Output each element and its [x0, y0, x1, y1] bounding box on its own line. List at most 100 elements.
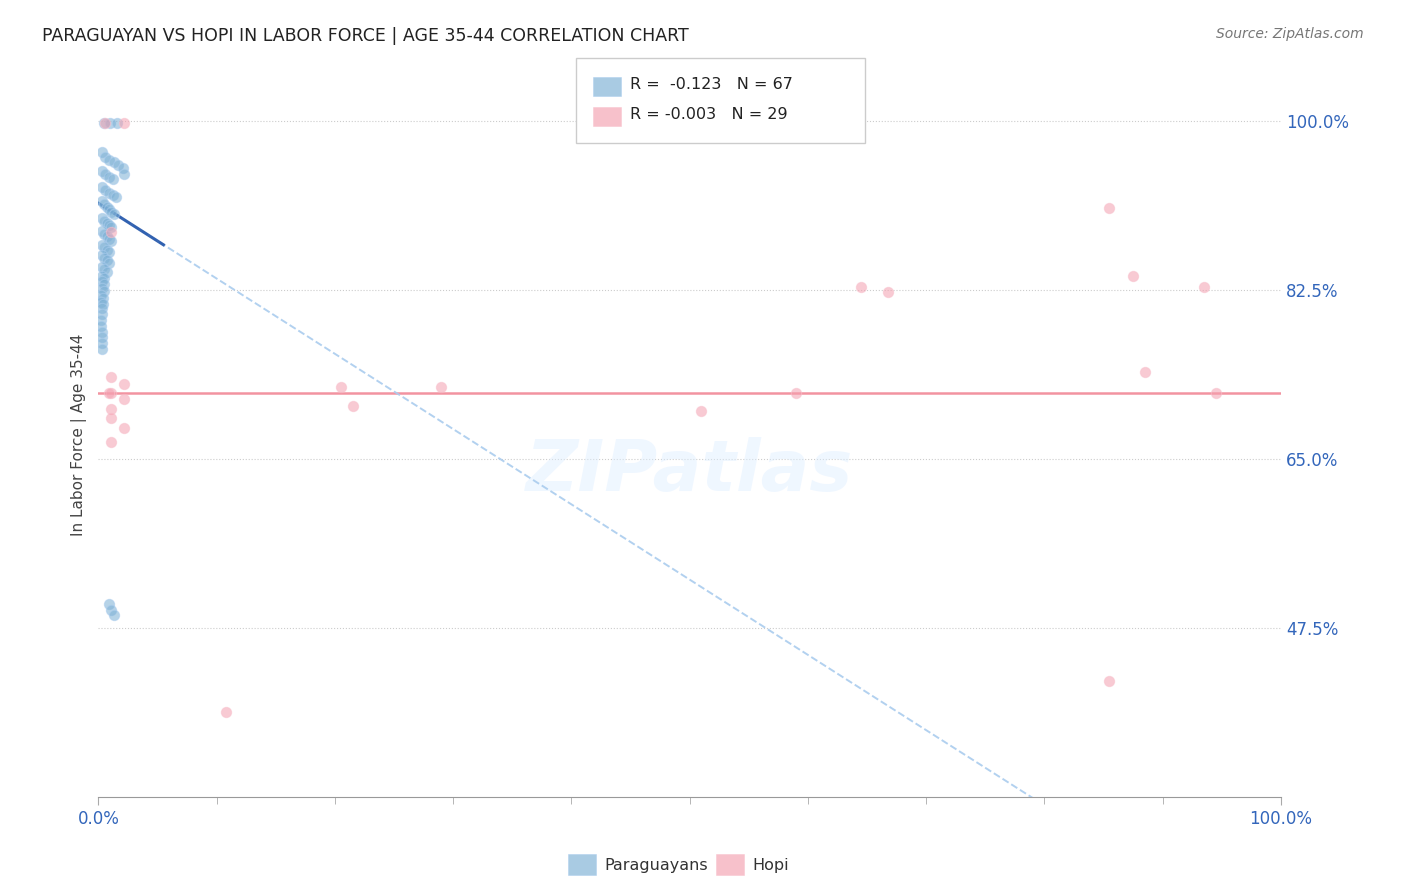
Point — [98, 170, 121, 185]
Point — [94, 183, 117, 197]
Point — [93, 261, 115, 276]
Point — [101, 187, 124, 202]
Point — [91, 296, 114, 310]
Point — [101, 172, 124, 186]
Point — [215, 705, 238, 719]
Point — [93, 116, 115, 130]
Point — [105, 116, 128, 130]
Point — [96, 265, 118, 279]
Point — [226, 857, 249, 871]
Point — [342, 399, 364, 413]
Point — [100, 401, 122, 416]
Point — [96, 216, 118, 230]
Point — [93, 252, 115, 266]
Point — [90, 294, 112, 309]
Point — [877, 285, 900, 299]
Point — [90, 194, 112, 209]
Point — [90, 179, 112, 194]
Point — [100, 205, 122, 219]
Point — [98, 232, 121, 246]
Point — [849, 280, 872, 294]
Point — [98, 219, 121, 233]
Point — [107, 158, 129, 172]
Point — [100, 225, 122, 239]
Point — [1205, 386, 1227, 401]
Point — [93, 227, 115, 241]
Point — [91, 291, 114, 305]
Point — [94, 167, 117, 181]
Point — [1133, 365, 1156, 379]
Point — [98, 186, 121, 200]
Point — [90, 330, 112, 344]
Point — [785, 386, 807, 401]
Text: ZIPatlas: ZIPatlas — [526, 436, 853, 506]
Point — [103, 207, 125, 221]
Point — [90, 237, 112, 252]
Point — [112, 167, 135, 181]
Text: R = -0.003   N = 29: R = -0.003 N = 29 — [630, 107, 787, 121]
Point — [98, 597, 121, 611]
Point — [430, 379, 453, 393]
Point — [96, 253, 118, 268]
Point — [112, 392, 135, 406]
Point — [90, 325, 112, 339]
Y-axis label: In Labor Force | Age 35-44: In Labor Force | Age 35-44 — [72, 334, 87, 536]
Point — [90, 145, 112, 160]
Point — [93, 284, 115, 298]
Point — [90, 313, 112, 327]
Point — [90, 288, 112, 302]
Point — [100, 220, 122, 235]
Text: Source: ZipAtlas.com: Source: ZipAtlas.com — [1216, 27, 1364, 41]
Point — [112, 116, 135, 130]
Point — [98, 386, 121, 401]
Point — [100, 411, 122, 425]
Point — [90, 260, 112, 274]
Point — [90, 211, 112, 225]
Point — [90, 164, 112, 178]
Point — [100, 434, 122, 449]
Point — [1122, 268, 1144, 283]
Point — [93, 277, 115, 292]
Point — [90, 318, 112, 333]
Point — [103, 154, 125, 169]
Point — [93, 213, 115, 227]
Point — [690, 403, 713, 417]
Point — [90, 301, 112, 316]
Point — [96, 243, 118, 257]
Point — [96, 200, 118, 214]
Point — [90, 281, 112, 295]
Point — [93, 270, 115, 285]
Point — [105, 190, 128, 204]
Point — [100, 370, 122, 384]
Point — [98, 256, 121, 270]
Point — [1098, 201, 1121, 215]
Text: Paraguayans: Paraguayans — [605, 858, 709, 872]
Point — [90, 268, 112, 283]
Point — [112, 376, 135, 391]
Point — [100, 386, 122, 401]
Point — [90, 342, 112, 356]
Point — [100, 234, 122, 248]
Point — [93, 240, 115, 254]
Point — [98, 202, 121, 216]
Point — [93, 197, 115, 211]
Point — [96, 229, 118, 244]
Point — [112, 161, 135, 175]
Point — [94, 150, 117, 164]
Point — [329, 379, 352, 393]
Point — [1098, 673, 1121, 688]
Point — [90, 274, 112, 288]
Point — [90, 248, 112, 262]
Point — [112, 421, 135, 435]
Point — [103, 608, 125, 623]
Text: PARAGUAYAN VS HOPI IN LABOR FORCE | AGE 35-44 CORRELATION CHART: PARAGUAYAN VS HOPI IN LABOR FORCE | AGE … — [42, 27, 689, 45]
Point — [90, 224, 112, 238]
Point — [90, 336, 112, 351]
Point — [1192, 280, 1215, 294]
Point — [94, 116, 117, 130]
Point — [98, 244, 121, 259]
Point — [90, 307, 112, 321]
Point — [98, 116, 121, 130]
Text: R =  -0.123   N = 67: R = -0.123 N = 67 — [630, 78, 793, 92]
Text: Hopi: Hopi — [752, 858, 789, 872]
